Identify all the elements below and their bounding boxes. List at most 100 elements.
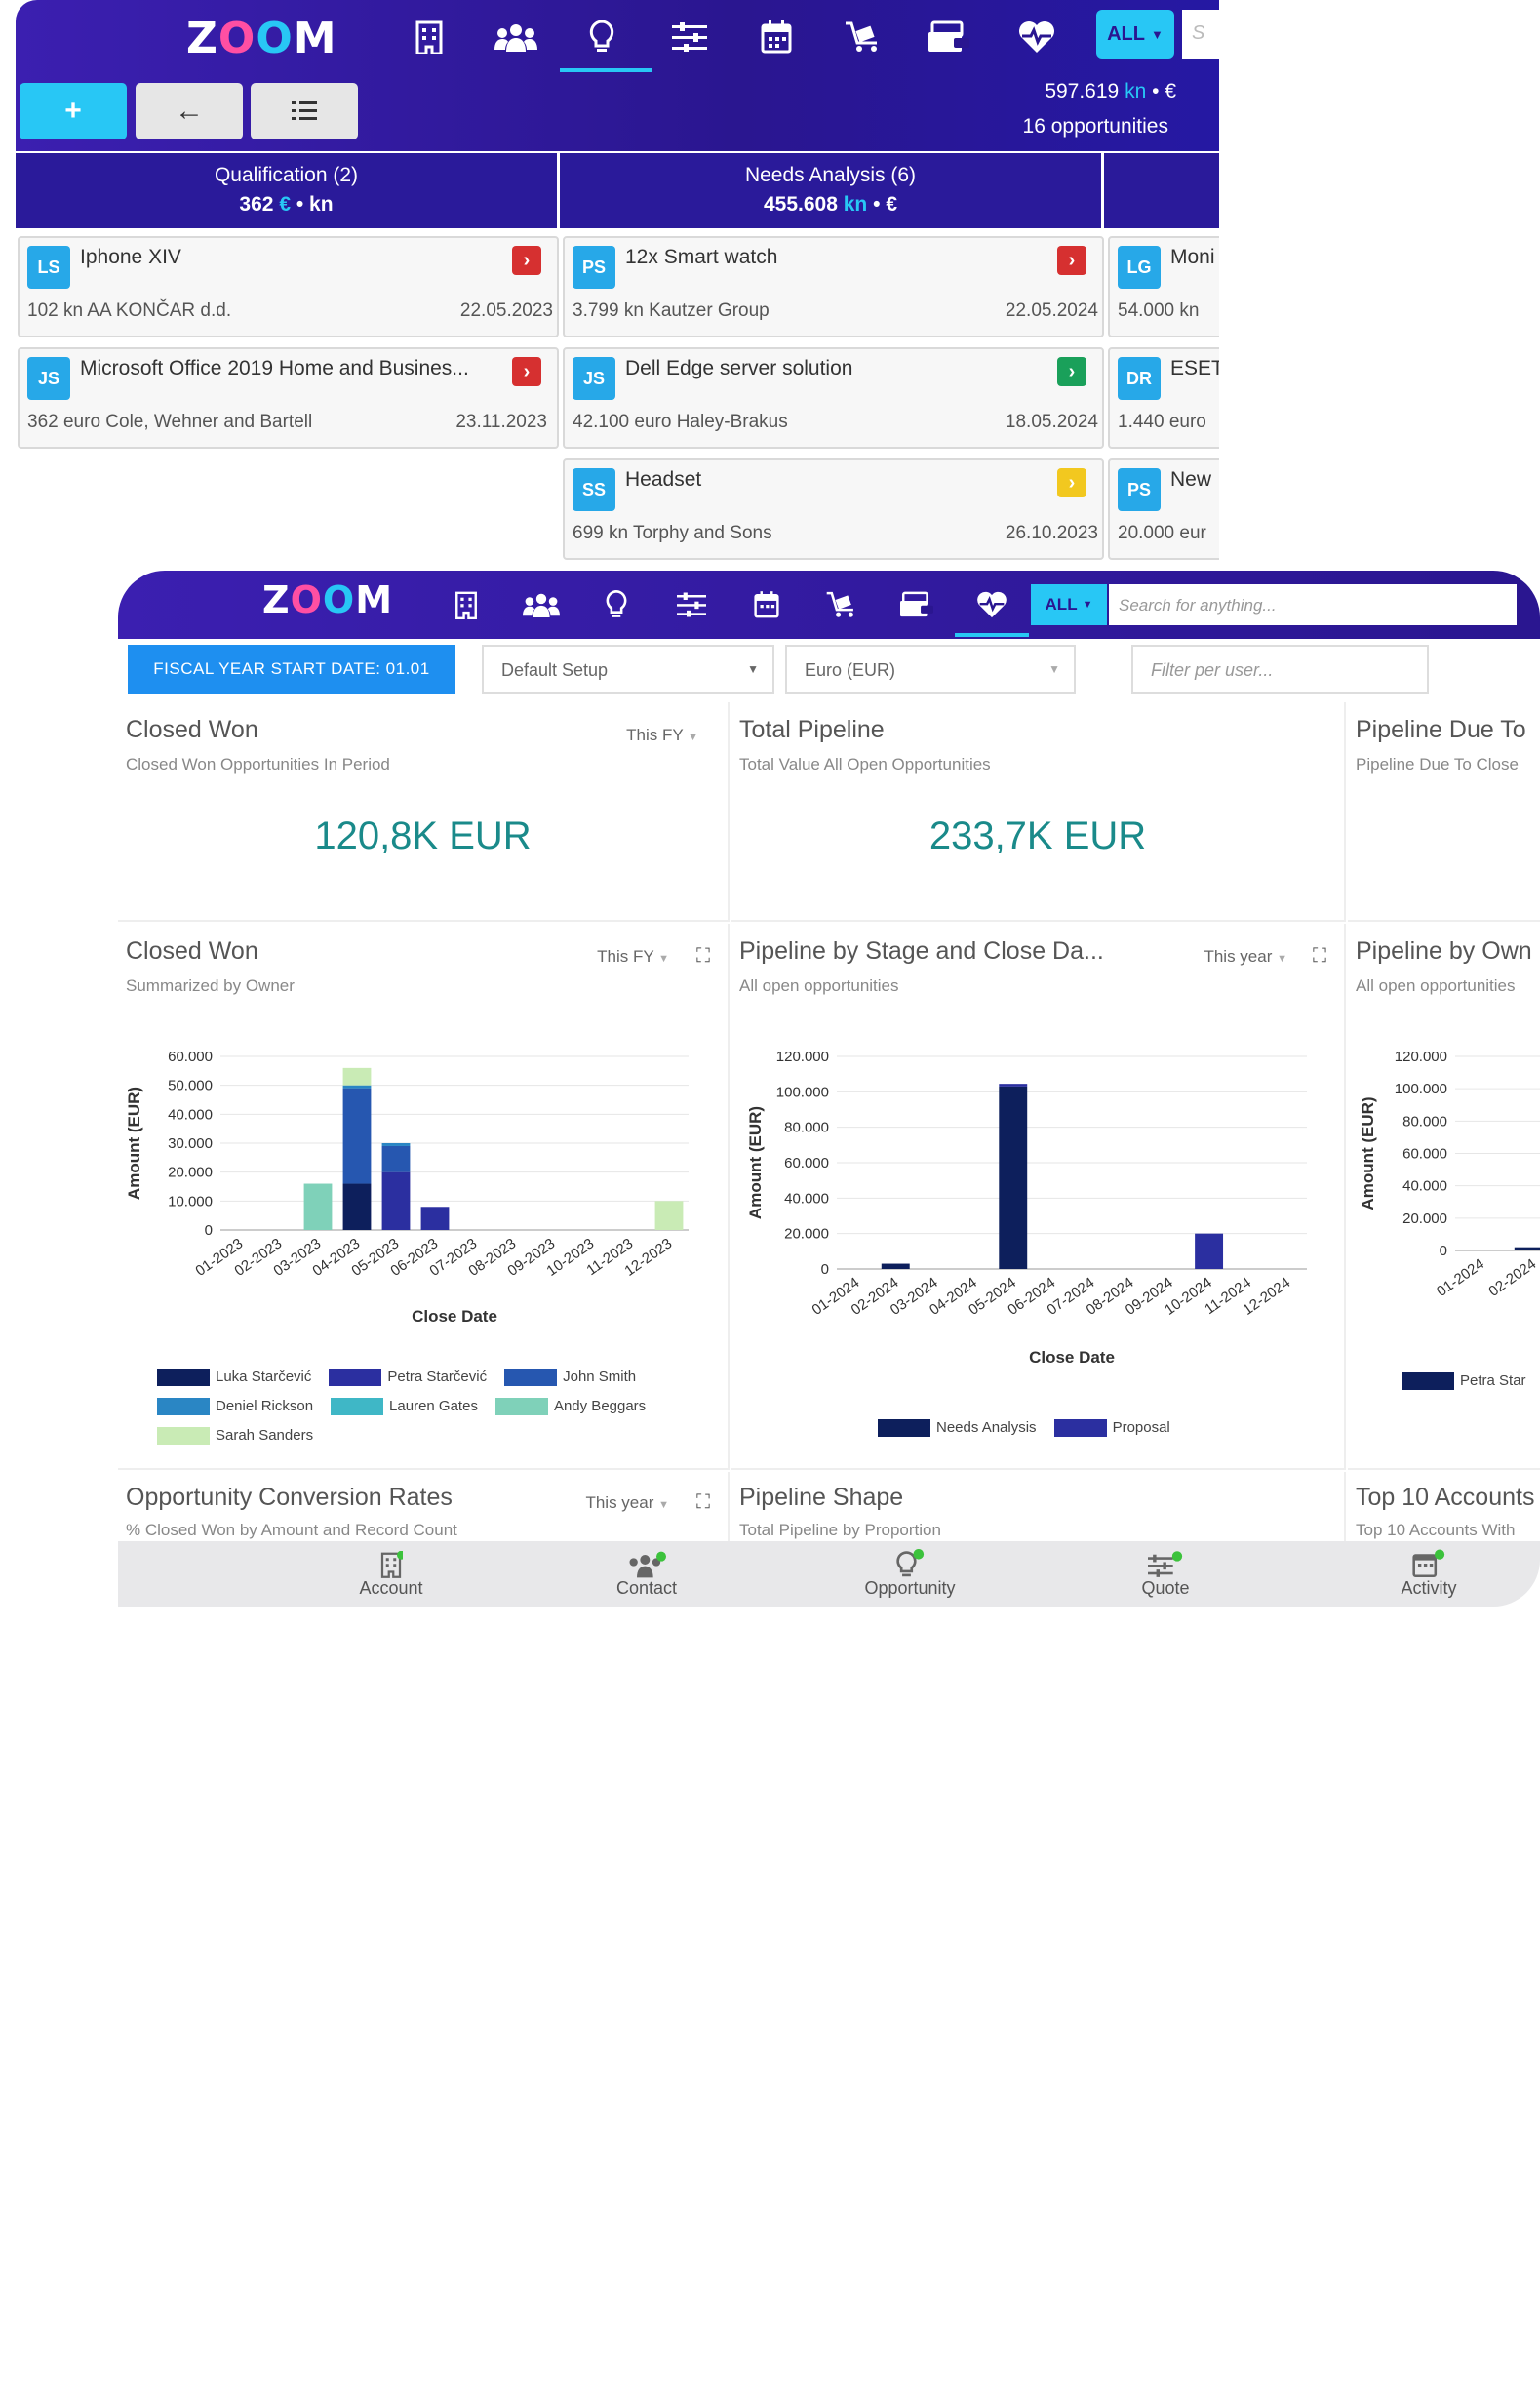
- people-icon[interactable]: [519, 582, 564, 627]
- cart-icon[interactable]: [819, 582, 864, 627]
- expand-icon[interactable]: ⛶: [696, 1491, 710, 1513]
- qty-input[interactable]: 1,00: [611, 1923, 640, 1939]
- step-shopping-cart[interactable]: SHOPPING CART (€ 22.590,00): [199, 1688, 413, 1705]
- discount-input[interactable]: 0,00: [895, 1951, 969, 1978]
- sliders-icon[interactable]: [669, 582, 714, 627]
- bar-segment[interactable]: [381, 1171, 411, 1230]
- bar-segment[interactable]: [342, 1183, 372, 1230]
- legend-item[interactable]: Sarah Sanders: [157, 1421, 313, 1450]
- additional-discount-input[interactable]: [454, 2140, 790, 2179]
- bar-segment[interactable]: [420, 1207, 450, 1230]
- flag-icon[interactable]: ›: [512, 246, 541, 275]
- legend-item[interactable]: Petra Starčević: [329, 1363, 487, 1392]
- bar-segment[interactable]: [342, 1085, 372, 1089]
- period-select[interactable]: This FY ▼: [597, 947, 669, 967]
- discount-unit-select[interactable]: % ▼: [975, 2017, 1026, 2044]
- bottom-nav-account[interactable]: Account: [333, 1541, 450, 1599]
- legend-item[interactable]: Needs Analysis: [878, 1419, 1037, 1438]
- bar-segment[interactable]: [881, 1263, 910, 1269]
- flag-icon[interactable]: ›: [1057, 246, 1086, 275]
- heartbeat-icon[interactable]: [1014, 15, 1059, 60]
- bottom-nav-quote[interactable]: Quote: [1107, 1541, 1224, 1599]
- bar-segment[interactable]: [999, 1084, 1028, 1087]
- discount-input[interactable]: 10,00: [895, 2017, 969, 2044]
- qty-input[interactable]: 2,00: [511, 2017, 648, 2044]
- bottom-nav-contact[interactable]: Contact: [588, 1541, 705, 1599]
- legend-item[interactable]: Proposal: [1053, 1419, 1170, 1438]
- all-filter-button[interactable]: ALL ▼: [1096, 10, 1174, 59]
- user-filter-input[interactable]: Filter per user...: [1131, 645, 1429, 694]
- bar-segment[interactable]: [303, 1183, 333, 1230]
- sliders-icon[interactable]: [667, 15, 712, 60]
- lightbulb-icon[interactable]: [594, 582, 639, 627]
- back-button[interactable]: ←: [136, 83, 243, 139]
- opportunity-card[interactable]: JS Dell Edge server solution › 42.100 euro …: [563, 347, 1104, 449]
- building-icon[interactable]: [444, 582, 489, 627]
- qty-input[interactable]: 1,00: [611, 1889, 640, 1906]
- reprice-button[interactable]: REPRICE: [1033, 1617, 1189, 1656]
- wallet-icon[interactable]: [927, 15, 971, 60]
- bottom-nav-opportunity[interactable]: Opportunity: [851, 1541, 968, 1599]
- bar-segment[interactable]: [1195, 1233, 1224, 1269]
- period-select[interactable]: This FY ▼: [626, 726, 698, 745]
- zoom-logo[interactable]: ZOO: [33, 1541, 112, 1576]
- bar-segment[interactable]: [1514, 1247, 1540, 1250]
- all-filter-button[interactable]: ALL ▼: [1031, 584, 1107, 625]
- list-view-button[interactable]: [251, 83, 358, 139]
- qty-input[interactable]: 1,00: [511, 1984, 648, 2011]
- legend-item[interactable]: Luka Starčević: [157, 1363, 311, 1392]
- expand-icon[interactable]: ⛶: [696, 945, 710, 967]
- customer-budget-input[interactable]: [27, 2140, 433, 2179]
- people-icon[interactable]: [494, 15, 538, 60]
- zoom-logo[interactable]: ZOOM: [262, 578, 394, 621]
- bar-segment[interactable]: [342, 1088, 372, 1184]
- bar-segment[interactable]: [381, 1145, 411, 1172]
- search-input[interactable]: Search for anything...: [1109, 584, 1517, 625]
- flag-icon[interactable]: ›: [512, 357, 541, 386]
- discount-unit-select[interactable]: % ▼: [975, 1851, 1026, 1879]
- opportunity-card[interactable]: SS Headset › 699 kn Torphy and Sons 26.10.20…: [563, 458, 1104, 560]
- discount-unit-select[interactable]: % ▼: [975, 1984, 1026, 2011]
- flag-icon[interactable]: ›: [1057, 468, 1086, 497]
- bottom-nav-activity[interactable]: Activity: [1370, 1541, 1487, 1599]
- step-quote-details[interactable]: QUOTE DETAILS: [456, 1688, 573, 1705]
- flag-icon[interactable]: ›: [1057, 357, 1086, 386]
- qty-input[interactable]: 1,00: [511, 1851, 648, 1879]
- opportunity-card[interactable]: DR ESET 1.440 euro: [1108, 347, 1219, 449]
- back-button[interactable]: ←: [952, 1617, 1047, 1656]
- expand-toggle-icon[interactable]: ^: [60, 1855, 67, 1871]
- discount-unit-select[interactable]: % ▼: [975, 1951, 1026, 1978]
- fiscal-year-button[interactable]: FISCAL YEAR START DATE: 01.01: [128, 645, 455, 694]
- building-icon[interactable]: [407, 15, 452, 60]
- calendar-icon[interactable]: [754, 15, 799, 60]
- additional-discount-unit[interactable]: % ▼: [808, 2144, 866, 2179]
- currency-select[interactable]: Euro (EUR) ▼: [785, 645, 1076, 694]
- heartbeat-icon[interactable]: [969, 582, 1014, 627]
- bar-segment[interactable]: [999, 1086, 1028, 1269]
- discount-input[interactable]: 10,00: [895, 1984, 969, 2011]
- legend-item[interactable]: Deniel Rickson: [157, 1392, 313, 1421]
- setup-select[interactable]: Default Setup ▼: [482, 645, 774, 694]
- lightbulb-icon[interactable]: [579, 15, 624, 60]
- period-select[interactable]: This year ▼: [1204, 947, 1287, 967]
- discount-input[interactable]: 10,00: [895, 1885, 969, 1912]
- discount-unit-select[interactable]: % ▼: [975, 1918, 1026, 1945]
- legend-item[interactable]: Petra Star: [1402, 1372, 1526, 1391]
- step-product-catalog[interactable]: PRODUCT CATALOG: [27, 1688, 172, 1705]
- legend-item[interactable]: Lauren Gates: [331, 1392, 478, 1421]
- opportunity-card[interactable]: PS 12x Smart watch › 3.799 kn Kautzer Group…: [563, 236, 1104, 337]
- bar-segment[interactable]: [654, 1201, 684, 1230]
- wallet-icon[interactable]: [894, 582, 939, 627]
- opportunity-card[interactable]: JS Microsoft Office 2019 Home and Busines…: [18, 347, 559, 449]
- opportunity-card[interactable]: PS New 20.000 eur: [1108, 458, 1219, 560]
- bar-segment[interactable]: [381, 1143, 411, 1146]
- discount-input[interactable]: 10,00: [895, 1851, 969, 1879]
- expand-icon[interactable]: ⛶: [1313, 945, 1326, 967]
- zoom-logo[interactable]: ZOOM: [186, 14, 337, 63]
- qty-input[interactable]: 1,00: [611, 1956, 640, 1972]
- opportunity-card[interactable]: LS Iphone XIV › 102 kn AA KONČAR d.d. 22.05.…: [18, 236, 559, 337]
- search-input[interactable]: S: [1182, 10, 1219, 59]
- legend-item[interactable]: John Smith: [504, 1363, 636, 1392]
- calendar-icon[interactable]: [744, 582, 789, 627]
- period-select[interactable]: This year ▼: [585, 1493, 669, 1513]
